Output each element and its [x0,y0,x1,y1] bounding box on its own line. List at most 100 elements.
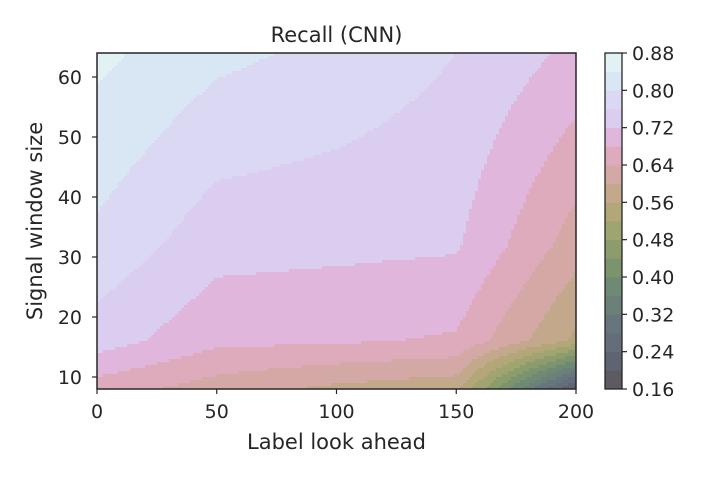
contour-cell [241,110,245,114]
contour-cell [238,134,242,138]
contour-cell [511,122,515,126]
contour-cell [406,83,410,87]
contour-cell [298,53,302,57]
contour-cell [136,56,140,60]
contour-cell [412,104,416,108]
contour-cell [316,68,320,72]
contour-cell [322,134,326,138]
contour-cell [292,98,296,102]
contour-cell [268,131,272,135]
contour-cell [535,104,539,108]
contour-cell [376,59,380,63]
contour-cell [145,77,149,81]
contour-cell [136,116,140,120]
contour-cell [574,74,576,78]
contour-cell [172,59,176,63]
contour-cell [388,80,392,84]
contour-cell [451,53,455,57]
contour-cell [340,92,344,96]
contour-cell [373,137,377,141]
contour-cell [214,68,218,72]
contour-cell [430,119,434,123]
contour-cell [382,119,386,123]
contour-cell [568,107,572,111]
contour-cell [499,62,503,66]
contour-cell [355,83,359,87]
contour-cell [202,65,206,69]
contour-cell [553,119,557,123]
contour-cell [571,74,575,78]
contour-cell [445,89,449,93]
contour-cell [475,65,479,69]
contour-cell [292,56,296,60]
contour-cell [352,95,356,99]
contour-cell [334,107,338,111]
contour-cell [319,113,323,117]
contour-cell [316,92,320,96]
contour-cell [391,119,395,123]
contour-cell [199,53,203,57]
contour-cell [148,68,152,72]
contour-cell [205,92,209,96]
contour-cell [214,56,218,60]
contour-cell [262,65,266,69]
contour-cell [97,68,101,72]
contour-cell [160,119,164,123]
contour-cell [538,137,542,141]
contour-cell [118,92,122,96]
contour-cell [376,113,380,117]
contour-cell [370,98,374,102]
contour-cell [286,101,290,105]
contour-cell [346,56,350,60]
contour-cell [565,110,569,114]
contour-cell [433,131,437,135]
contour-cell [496,122,500,126]
contour-cell [385,89,389,93]
contour-cell [415,119,419,123]
contour-cell [505,83,509,87]
contour-cell [412,107,416,111]
contour-cell [310,77,314,81]
contour-cell [568,68,572,72]
contour-cell [196,77,200,81]
contour-cell [112,92,116,96]
contour-cell [538,59,542,63]
contour-cell [298,74,302,78]
contour-cell [343,74,347,78]
contour-cell [250,80,254,84]
contour-cell [322,116,326,120]
contour-cell [289,56,293,60]
contour-cell [379,113,383,117]
contour-cell [199,137,203,141]
contour-cell [553,137,557,141]
contour-cell [292,122,296,126]
contour-cell [451,59,455,63]
contour-cell [124,119,128,123]
contour-cell [286,125,290,129]
contour-cell [514,113,518,117]
contour-cell [454,101,458,105]
contour-cell [472,140,476,144]
contour-cell [100,98,104,102]
contour-cell [535,143,539,147]
contour-cell [109,71,113,75]
contour-cell [130,137,134,141]
contour-cell [532,119,536,123]
contour-cell [514,104,518,108]
contour-cell [316,86,320,90]
contour-cell [169,89,173,93]
contour-cell [295,59,299,63]
contour-cell [457,62,461,66]
contour-cell [517,113,521,117]
contour-cell [379,116,383,120]
contour-cell [196,143,200,147]
contour-cell [454,74,458,78]
contour-cell [106,110,110,114]
contour-cell [415,71,419,75]
contour-cell [499,131,503,135]
contour-cell [286,80,290,84]
contour-cell [409,95,413,99]
contour-cell [361,101,365,105]
contour-cell [445,116,449,120]
contour-cell [226,131,230,135]
